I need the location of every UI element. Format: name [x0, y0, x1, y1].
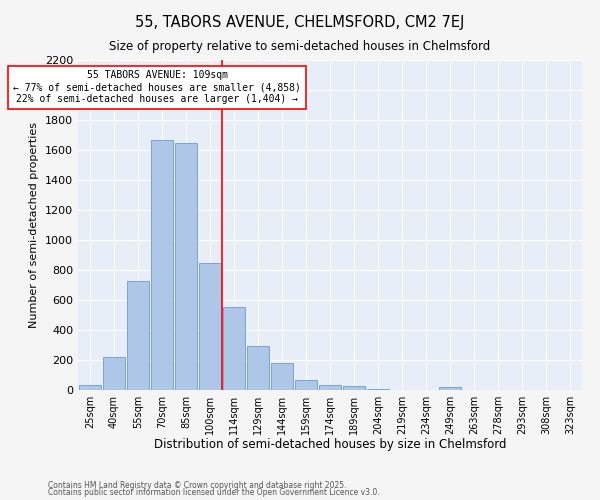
Bar — [319, 385, 341, 390]
Bar — [199, 263, 221, 390]
Bar — [79, 385, 101, 390]
Text: Contains HM Land Registry data © Crown copyright and database right 2025.: Contains HM Land Registry data © Crown c… — [48, 480, 347, 490]
Bar — [247, 346, 269, 390]
Bar — [151, 140, 173, 390]
Bar — [103, 357, 125, 390]
Y-axis label: Number of semi-detached properties: Number of semi-detached properties — [29, 122, 40, 328]
X-axis label: Distribution of semi-detached houses by size in Chelmsford: Distribution of semi-detached houses by … — [154, 438, 506, 452]
Bar — [223, 306, 245, 390]
Bar — [295, 380, 317, 390]
Bar — [367, 388, 389, 390]
Text: Size of property relative to semi-detached houses in Chelmsford: Size of property relative to semi-detach… — [109, 40, 491, 53]
Bar — [343, 386, 365, 390]
Text: 55 TABORS AVENUE: 109sqm
← 77% of semi-detached houses are smaller (4,858)
22% o: 55 TABORS AVENUE: 109sqm ← 77% of semi-d… — [13, 70, 301, 104]
Text: 55, TABORS AVENUE, CHELMSFORD, CM2 7EJ: 55, TABORS AVENUE, CHELMSFORD, CM2 7EJ — [136, 15, 464, 30]
Bar — [439, 387, 461, 390]
Bar — [271, 363, 293, 390]
Bar — [127, 280, 149, 390]
Text: Contains public sector information licensed under the Open Government Licence v3: Contains public sector information licen… — [48, 488, 380, 497]
Bar — [175, 142, 197, 390]
